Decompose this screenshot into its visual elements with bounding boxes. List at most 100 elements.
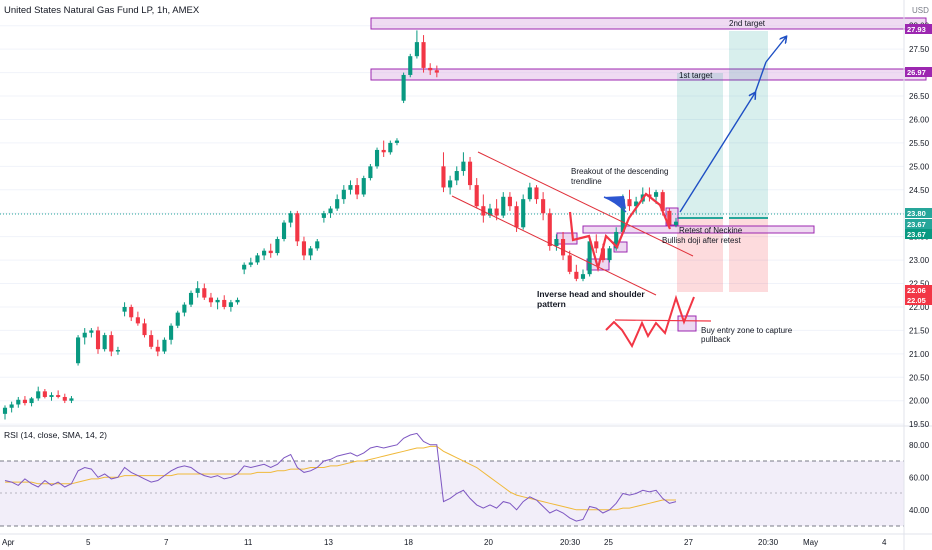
candle-body	[135, 317, 140, 324]
candle-body	[321, 213, 326, 218]
price-tag-label: 22.06	[907, 286, 926, 295]
price-tag-label: 27.93	[907, 25, 926, 34]
candle-body	[122, 306, 127, 312]
candle-body	[620, 199, 625, 232]
candle-body	[281, 222, 287, 239]
x-tick-label: 13	[324, 538, 333, 547]
candle-body	[16, 399, 21, 405]
candle-body	[89, 330, 94, 333]
projection-arrow-3	[765, 37, 786, 63]
candle-body	[414, 42, 419, 57]
first-target-zone	[370, 68, 927, 81]
candle-body	[408, 56, 413, 75]
candle-body	[487, 208, 493, 216]
price-tag-label: 22.05	[907, 296, 926, 305]
candle-body	[109, 335, 114, 352]
y-tick-label: 26.50	[909, 92, 930, 101]
candle-body	[388, 142, 393, 153]
price-grid	[0, 25, 904, 425]
label-bullish-doji: Bullish doji after retest	[662, 236, 741, 245]
x-tick-label: May	[803, 538, 818, 547]
candle-body	[149, 335, 154, 347]
y-tick-label: 22.00	[909, 303, 930, 312]
y-tick-label: 23.00	[909, 256, 930, 265]
projection-arrow-1	[679, 93, 755, 213]
candle-body	[461, 161, 466, 172]
breakout-arrow-shaft	[603, 196, 627, 213]
price-tag	[905, 295, 932, 305]
candle-body	[381, 149, 386, 153]
left-shoulder-box	[556, 232, 578, 245]
candle-body	[341, 189, 346, 200]
y-tick-label: 21.00	[909, 350, 930, 359]
x-tick-label: 18	[404, 538, 413, 547]
candle-body	[394, 140, 400, 143]
candle-body	[262, 250, 267, 256]
candle-body	[202, 288, 207, 298]
time-axis[interactable]: Apr 5 7 11 13 18 20 20:30 25 27 20:30 May 4	[2, 538, 887, 547]
candle-body	[255, 255, 260, 263]
candle-body	[574, 271, 579, 279]
candle-body	[82, 332, 87, 338]
candle-body	[188, 292, 194, 305]
candle-body	[667, 210, 672, 225]
candle-body	[507, 196, 512, 207]
price-tag	[905, 67, 932, 77]
candle-body	[95, 330, 101, 350]
candle-body	[308, 248, 313, 256]
candle-body	[494, 208, 499, 216]
candle-body	[301, 241, 307, 256]
price-tag	[905, 229, 932, 239]
candle-body	[587, 241, 592, 275]
channel-upper-line	[477, 151, 694, 257]
candle-body	[521, 199, 526, 228]
label-buy-entry-1: Buy entry zone to capture	[701, 326, 793, 335]
x-tick-label: 20:30	[560, 538, 581, 547]
candle-body	[195, 288, 200, 293]
channel-lower-line	[451, 195, 657, 296]
currency-label: USD	[912, 6, 929, 15]
candle-body	[441, 166, 446, 188]
candle-body	[268, 250, 273, 254]
candle-body	[9, 404, 14, 408]
candle-body	[2, 407, 8, 414]
price-tag	[905, 24, 932, 34]
rsi-tick-label: 80.00	[909, 441, 930, 450]
second-target-zone	[370, 17, 927, 30]
candle-body	[162, 339, 167, 352]
label-breakout-1: Breakout of the descending	[571, 167, 668, 176]
y-tick-label: 20.00	[909, 397, 930, 406]
label-2nd-target: 2nd target	[729, 19, 766, 28]
projection-arrow-2	[754, 61, 767, 94]
price-tag-label: 23.67	[907, 220, 926, 229]
candle-body	[580, 274, 586, 279]
candle-body	[527, 187, 532, 200]
candle-body	[401, 74, 406, 101]
candle-body	[36, 391, 41, 399]
candle-body	[29, 398, 34, 404]
candle-body	[660, 192, 665, 211]
candle-body	[673, 221, 679, 225]
x-tick-label: 25	[604, 538, 613, 547]
candle-body	[222, 299, 227, 307]
candle-body	[567, 255, 572, 272]
price-tag-label: 23.67	[907, 230, 926, 239]
candle-body	[474, 185, 479, 207]
long-position-1-profit	[677, 73, 723, 218]
buy-entry-box	[677, 315, 697, 332]
y-tick-label: 27.50	[909, 45, 930, 54]
candle-body	[654, 192, 659, 197]
candle-body	[355, 185, 360, 195]
rsi-pane: RSI (14, close, SMA, 14, 2)	[0, 430, 904, 527]
candle-body	[541, 199, 546, 214]
candle-body	[22, 399, 27, 404]
candle-body	[428, 67, 433, 71]
neckline-zone	[582, 225, 815, 234]
candle-body	[142, 323, 147, 336]
price-tag-label: 23.80	[907, 209, 926, 218]
candle-body	[421, 42, 426, 68]
candle-body	[76, 337, 81, 364]
y-tick-label: 22.50	[909, 280, 930, 289]
